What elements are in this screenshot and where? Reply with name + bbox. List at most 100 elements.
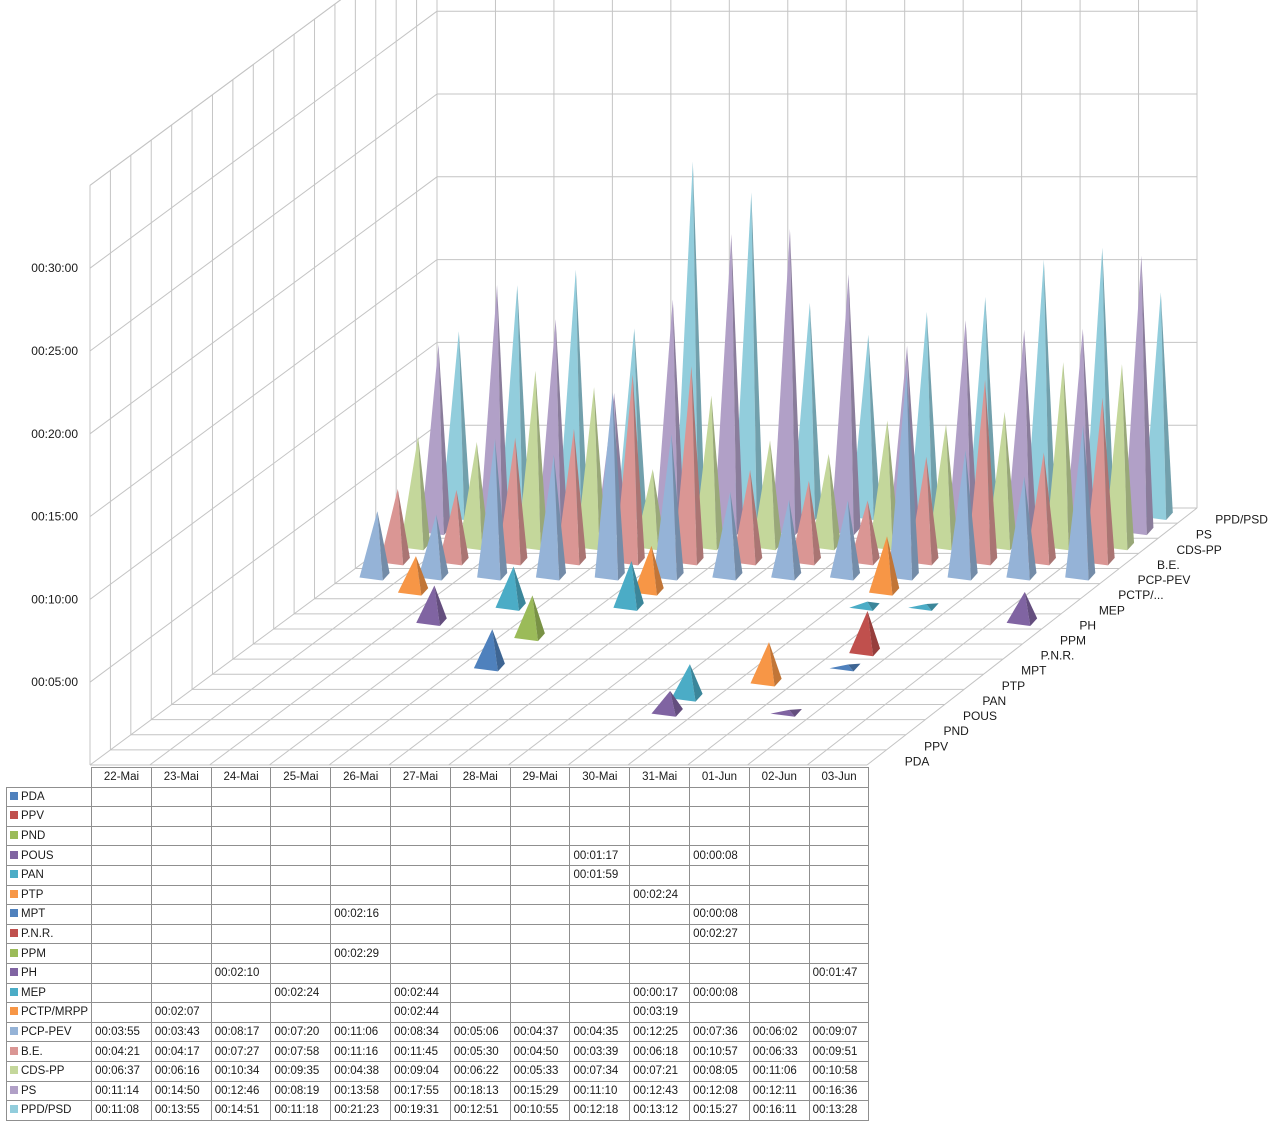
data-table-corner (6, 767, 93, 788)
pyramid-face-side (1024, 329, 1037, 536)
legend-swatch-icon (10, 811, 18, 820)
data-table-cell: 00:12:08 (689, 1080, 750, 1102)
data-table-cell (748, 864, 810, 886)
depth-axis-label: PTP (1002, 679, 1025, 693)
data-table-cell: 00:08:19 (270, 1080, 332, 1102)
data-table-cell (210, 864, 272, 886)
data-table-cell (150, 962, 212, 984)
depth-axis-label: PND (944, 724, 970, 738)
data-table-cell (808, 943, 870, 964)
data-table-cell: 00:02:10 (210, 962, 272, 984)
data-table-cell (748, 786, 810, 808)
data-table-cell: 00:07:21 (629, 1060, 691, 1082)
data-table-row: PAN 00:01:59 (5, 864, 870, 886)
value-axis-tick-label: 00:25:00 (31, 344, 78, 358)
pyramid-face-side (768, 642, 782, 687)
data-table-cell (808, 845, 870, 866)
data-table-cell (270, 923, 332, 945)
side-wall-top-edge (89, 0, 342, 186)
depth-axis-label: POUS (963, 709, 997, 723)
data-table-cell: 00:02:07 (150, 1002, 212, 1023)
series-legend-label: PPM (5, 943, 93, 964)
data-table-cell (569, 825, 631, 847)
pyramid-face-front (359, 511, 383, 581)
pyramid-face-front (514, 595, 538, 642)
pyramid-face-side (434, 585, 447, 626)
pyramid-face-side (1141, 255, 1154, 536)
pyramid-face-side (1004, 411, 1017, 551)
pyramid-face-side (751, 192, 764, 520)
data-table-cell: 00:12:25 (629, 1021, 691, 1043)
data-table-cell (150, 904, 212, 925)
side-wall-value-gridline (89, 424, 438, 683)
pyramid-face-side (575, 269, 588, 520)
data-table-cell: 00:12:18 (569, 1100, 631, 1121)
data-table-cell (91, 864, 152, 886)
pyramid-face-side (418, 436, 431, 551)
pyramid-face-side (770, 440, 783, 551)
pyramid-face-front (477, 438, 501, 581)
series-p-n-r- (849, 611, 881, 657)
pyramid-face-front (869, 420, 893, 551)
data-table-cell (390, 825, 451, 847)
data-table-cell: 00:06:02 (748, 1021, 810, 1043)
data-table-cell: 00:04:35 (569, 1021, 631, 1043)
category-label: 27-Mai (390, 767, 451, 788)
data-table-cell (689, 962, 750, 984)
depth-axis-label: B.E. (1157, 558, 1180, 572)
series-pctp-mrpp (397, 536, 900, 596)
data-table-cell (629, 806, 691, 827)
pyramid-face-front (673, 366, 697, 566)
data-table-cell: 00:02:29 (330, 943, 392, 964)
data-table-cell (748, 904, 810, 925)
data-table-cell (150, 786, 212, 808)
series-legend-label: PCTP/MRPP (5, 1002, 93, 1023)
data-table-cell (330, 884, 392, 906)
pyramid-face-front (810, 453, 835, 551)
data-table-cell: 00:15:27 (689, 1100, 750, 1121)
value-axis-tick-label: 00:05:00 (31, 675, 78, 689)
data-table-cell: 00:11:06 (330, 1021, 392, 1043)
data-table-cell (91, 786, 152, 808)
pyramid-face-front (400, 436, 424, 551)
data-table-cell (91, 825, 152, 847)
data-table-cell: 00:02:44 (390, 982, 451, 1004)
data-table-cell (449, 982, 511, 1004)
data-table-cell: 00:07:20 (270, 1021, 332, 1043)
data-table-cell (150, 884, 212, 906)
series-legend-label: PCP-PEV (5, 1021, 93, 1043)
data-table-cell (390, 962, 451, 984)
pyramid-face-front (671, 664, 696, 702)
data-table-cell (509, 904, 571, 925)
data-table-cell (509, 825, 571, 847)
pyramid-face-side (670, 690, 683, 717)
data-table-cell: 00:04:50 (509, 1041, 571, 1062)
data-table-cell (808, 884, 870, 906)
pyramid-face-front (517, 370, 541, 551)
depth-axis-label: PCP-PEV (1138, 573, 1191, 587)
pyramid-face-side (494, 438, 508, 581)
data-table-cell (689, 1002, 750, 1023)
data-table-cell: 00:06:37 (91, 1060, 152, 1082)
data-table-cell: 00:12:51 (449, 1100, 511, 1121)
data-table-cell (330, 845, 392, 866)
data-table-cell (569, 962, 631, 984)
series-legend-label: PPD/PSD (5, 1100, 93, 1121)
pyramid-face-side (1082, 328, 1095, 536)
depth-axis-label: PS (1196, 528, 1212, 542)
data-table-cell: 00:03:19 (629, 1002, 691, 1023)
data-table-cell (91, 982, 152, 1004)
depth-axis-label: PPD/PSD (1215, 513, 1268, 527)
pyramid-face-side (553, 454, 567, 581)
data-table-cell (449, 845, 511, 866)
series-ptp (750, 642, 782, 687)
data-table-cell (569, 884, 631, 906)
pyramid-face-front (712, 491, 736, 581)
data-table-cell (270, 864, 332, 886)
data-table-row: B.E. 00:04:21 00:04:17 00:07:27 00:07:58 00:1… (5, 1041, 870, 1062)
data-table-row: MEP 00:02:24 00:02:44 00:00:17 00:00:08 (5, 982, 870, 1004)
pyramid-face-front (829, 664, 854, 672)
pyramid-face-front (420, 344, 444, 536)
